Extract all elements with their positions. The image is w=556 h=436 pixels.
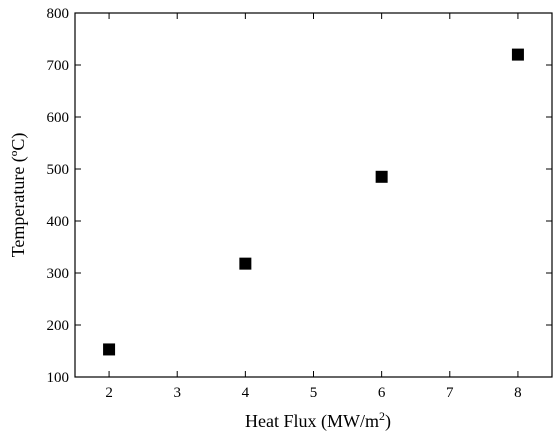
x-tick-label: 2 [105,385,113,401]
tick-labels: 2 3 4 5 6 7 8 100 200 300 400 500 600 700 800 [47,6,522,401]
x-tick-label: 8 [514,385,522,401]
x-axis-title: Heat Flux (MW/m2) [245,409,391,432]
x-tick-label: 6 [378,385,386,401]
y-tick-label: 300 [47,266,70,282]
y-tick-label: 700 [47,58,70,74]
x-tick-label: 5 [310,385,318,401]
y-tick-label: 500 [47,162,70,178]
x-tick-label: 4 [242,385,250,401]
y-tick-label: 400 [47,214,70,230]
plot-frame [74,12,553,378]
x-tick-label: 3 [173,385,181,401]
data-point [239,257,252,270]
data-point [375,170,388,183]
y-tick-label: 200 [47,318,70,334]
data-points [103,48,524,356]
x-tick-label: 7 [446,385,454,401]
axis-ticks [75,12,552,378]
data-point [511,48,524,61]
y-tick-label: 100 [47,370,70,386]
y-tick-label: 600 [47,110,70,126]
y-tick-label: 800 [47,6,70,22]
data-point [103,343,116,356]
y-axis-title: Temperature (ºC) [8,133,29,258]
